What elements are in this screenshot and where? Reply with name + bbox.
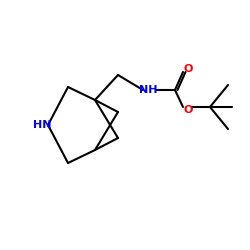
Text: O: O bbox=[183, 64, 193, 74]
Text: NH: NH bbox=[139, 85, 157, 95]
Text: O: O bbox=[183, 105, 193, 115]
Text: HN: HN bbox=[33, 120, 51, 130]
